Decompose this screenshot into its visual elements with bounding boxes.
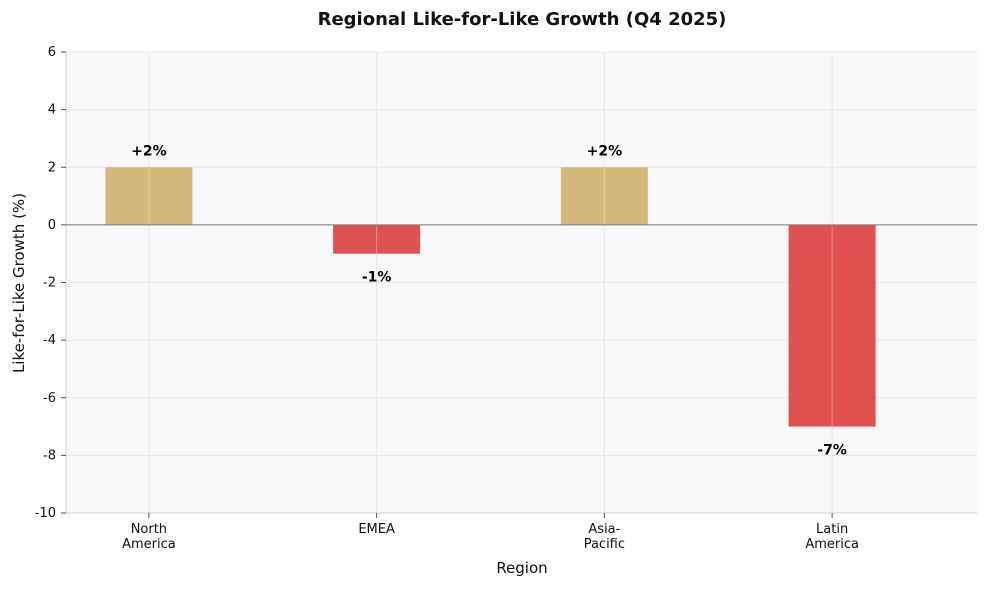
y-tick-label: -4	[43, 333, 56, 348]
y-tick-label: 6	[48, 45, 56, 60]
axes: 6 4 2 0 -2 -4 -6 -8 -10 North America EMEA Asia-Paci…	[35, 45, 977, 552]
data-label: -1%	[362, 270, 392, 286]
y-tick-label: -6	[43, 391, 56, 406]
bar-latin-america	[788, 224, 876, 427]
data-label: +2%	[587, 143, 623, 159]
x-tick-label: Latin America	[805, 522, 859, 552]
y-tick-label: -10	[35, 506, 56, 521]
bars	[105, 167, 876, 427]
chart-title: Regional Like-for-Like Growth (Q4 2025)	[318, 9, 727, 30]
x-tick-label: North America	[122, 522, 176, 552]
bar-north-america	[105, 167, 193, 225]
x-tick-label: Asia-Pacific	[584, 522, 625, 552]
x-tick-label: EMEA	[358, 522, 395, 537]
data-label: +2%	[131, 143, 167, 159]
x-axis-label: Region	[496, 559, 547, 577]
bar-emea	[333, 224, 421, 254]
y-tick-label: 0	[48, 218, 56, 233]
y-tick-label: -8	[43, 448, 56, 463]
y-tick-label: 2	[48, 160, 56, 175]
y-tick-label: 4	[48, 103, 56, 118]
bar-asia-pacific	[560, 167, 648, 225]
data-labels: +2% -1% +2% -7%	[131, 143, 847, 458]
data-label: -7%	[817, 443, 847, 459]
y-tick-label: -2	[43, 276, 56, 291]
y-axis-label: Like-for-Like Growth (%)	[10, 193, 28, 373]
